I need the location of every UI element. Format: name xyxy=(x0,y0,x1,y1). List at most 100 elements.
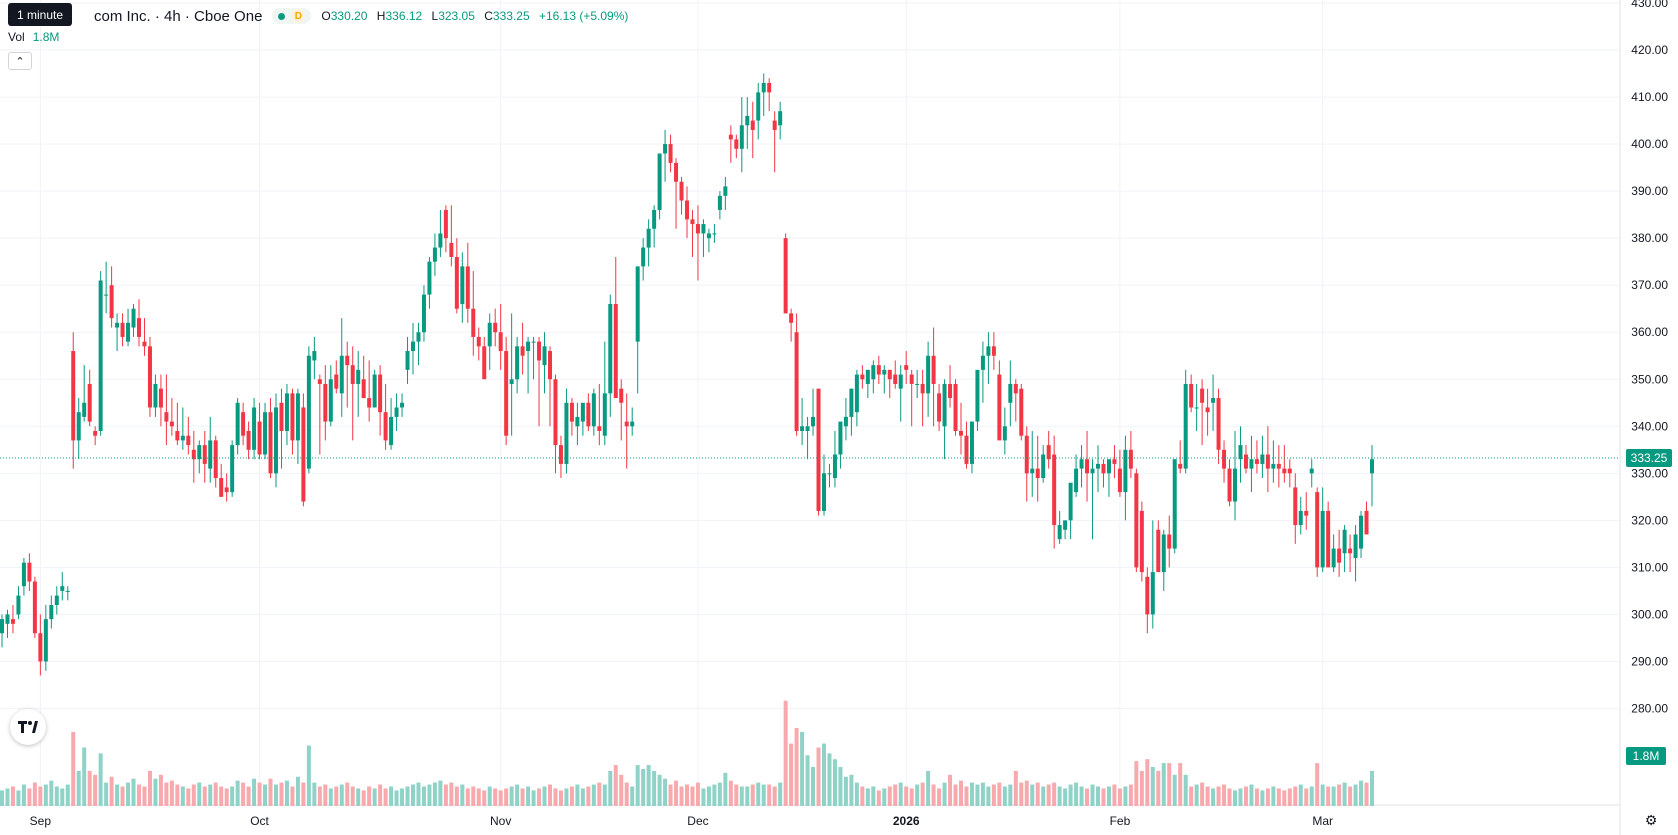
candle xyxy=(980,341,985,403)
volume-bar xyxy=(1035,782,1040,806)
candle-body xyxy=(931,355,936,384)
candle xyxy=(761,73,766,116)
candle-body xyxy=(301,407,306,502)
candle xyxy=(1293,473,1298,544)
volume-bar xyxy=(980,782,985,806)
candle-body xyxy=(723,186,728,196)
candle-body xyxy=(279,402,284,431)
candle xyxy=(131,304,136,337)
candle xyxy=(235,398,240,455)
interval-tooltip: 1 minute xyxy=(8,3,73,26)
candle xyxy=(104,261,109,314)
candle-body xyxy=(959,430,963,436)
candle-body xyxy=(1370,459,1374,474)
candle-body xyxy=(1304,510,1309,516)
settings-gear-icon[interactable]: ⚙ xyxy=(1644,812,1658,828)
volume-bar xyxy=(421,786,426,806)
candle xyxy=(969,421,974,474)
candle-body xyxy=(1134,473,1139,568)
candle-body xyxy=(1112,459,1117,464)
candle xyxy=(843,398,848,441)
volume-bar xyxy=(767,784,772,806)
candle-body xyxy=(295,393,300,441)
candle xyxy=(652,205,657,248)
candle xyxy=(915,369,920,399)
candle-body xyxy=(542,346,547,366)
price-tick-label: 410.00 xyxy=(1631,90,1668,104)
volume-bar xyxy=(811,767,816,806)
candle xyxy=(931,327,936,427)
candle-body xyxy=(520,346,525,356)
volume-bar xyxy=(1041,786,1046,806)
candle xyxy=(602,341,607,446)
candle xyxy=(641,238,646,281)
volume-bar xyxy=(1216,786,1221,806)
volume-bar xyxy=(975,784,980,806)
candle xyxy=(186,416,191,455)
price-tick-label: 350.00 xyxy=(1631,372,1668,386)
candle-body xyxy=(964,435,969,464)
volume-bar xyxy=(646,765,651,806)
volume-bar xyxy=(1238,788,1243,806)
price-tick-label: 300.00 xyxy=(1631,607,1668,621)
candle-body xyxy=(657,153,662,210)
volume-bar xyxy=(915,784,920,806)
candle-body xyxy=(71,351,76,441)
market-status-badge[interactable]: D xyxy=(272,8,312,24)
candle-body xyxy=(564,402,569,464)
volume-bar xyxy=(1260,790,1265,806)
candle-body xyxy=(334,374,339,389)
candle-body xyxy=(997,374,1002,441)
volume-bar xyxy=(663,778,668,806)
volume-bar xyxy=(49,780,54,806)
symbol-title[interactable]: com Inc. · 4h · Cboe One xyxy=(94,7,263,25)
candle xyxy=(411,322,415,375)
time-tick-label: Dec xyxy=(687,814,708,828)
candle xyxy=(1331,534,1336,573)
candle-body xyxy=(350,365,355,384)
candle-body xyxy=(695,224,700,234)
volume-bar xyxy=(717,782,722,806)
volume-bar xyxy=(575,784,580,806)
candle-body xyxy=(1233,468,1237,502)
volume-bar xyxy=(350,786,355,806)
candle-body xyxy=(1260,454,1265,464)
last-volume-label-text: 1.8M xyxy=(1633,749,1660,763)
price-tick-label: 340.00 xyxy=(1631,419,1668,433)
candle xyxy=(416,322,421,366)
high-value: 336.12 xyxy=(385,9,423,23)
volume-bar xyxy=(1287,788,1292,806)
candle xyxy=(230,440,235,497)
collapse-legend-button[interactable]: ⌃ xyxy=(8,52,32,70)
volume-bar xyxy=(1211,788,1216,806)
candle xyxy=(1233,430,1237,521)
candle xyxy=(624,393,629,469)
volume-bar xyxy=(800,731,805,806)
candle-body xyxy=(734,139,739,149)
candle-body xyxy=(986,346,991,356)
tradingview-logo-icon[interactable] xyxy=(10,709,46,745)
candle-body xyxy=(400,402,405,408)
time-tick-label: Oct xyxy=(250,814,269,828)
candle xyxy=(208,416,213,483)
candle xyxy=(306,346,311,474)
volume-bar xyxy=(1172,774,1177,806)
candle xyxy=(558,435,563,479)
price-tick-label: 290.00 xyxy=(1631,654,1668,668)
candle-body xyxy=(1276,463,1281,469)
volume-bar xyxy=(920,782,925,806)
volume-bar xyxy=(1063,788,1068,806)
candle-body xyxy=(761,82,766,93)
candle-body xyxy=(16,595,21,615)
candle xyxy=(1309,459,1314,488)
volume-bar xyxy=(695,782,700,806)
candle-body xyxy=(1178,463,1183,469)
candle-body xyxy=(685,200,689,220)
candle-body xyxy=(1309,468,1314,474)
candle xyxy=(378,365,383,436)
volume-bar xyxy=(723,772,728,806)
candle-body xyxy=(679,181,684,201)
volume-bar xyxy=(263,784,268,806)
candle-body xyxy=(54,595,59,606)
